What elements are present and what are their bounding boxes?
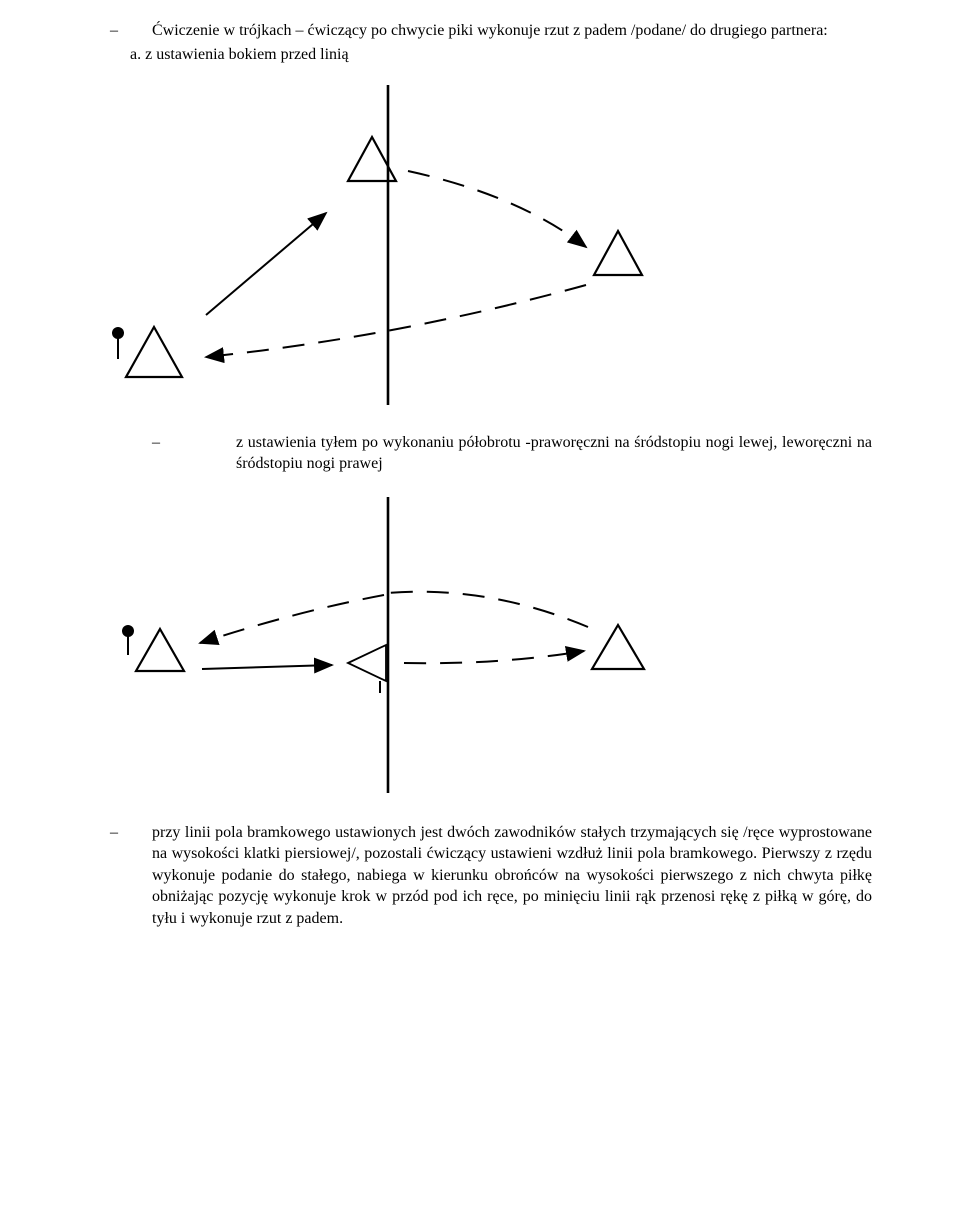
page-content: – Ćwiczenie w trójkach – ćwiczący po chw… — [0, 0, 960, 972]
bullet-text: przy linii pola bramkowego ustawionych j… — [152, 822, 872, 930]
bullet-text: Ćwiczenie w trójkach – ćwiczący po chwyc… — [152, 20, 872, 42]
list-item: – przy linii pola bramkowego ustawionych… — [88, 822, 872, 930]
bullet-dash: – — [88, 822, 152, 930]
diagram-2-svg — [88, 485, 748, 805]
sub-label-a: a. z ustawienia bokiem przed linią — [88, 44, 872, 66]
diagram-2 — [88, 485, 872, 812]
bullet-dash: – — [88, 432, 236, 475]
list-item: – z ustawienia tyłem po wykonaniu półobr… — [88, 432, 872, 475]
bullet-dash: – — [88, 20, 152, 42]
bullet-text: z ustawienia tyłem po wykonaniu półobrot… — [236, 432, 872, 475]
diagram-1-svg — [88, 75, 748, 415]
list-item: – Ćwiczenie w trójkach – ćwiczący po chw… — [88, 20, 872, 42]
diagram-1 — [88, 75, 872, 422]
